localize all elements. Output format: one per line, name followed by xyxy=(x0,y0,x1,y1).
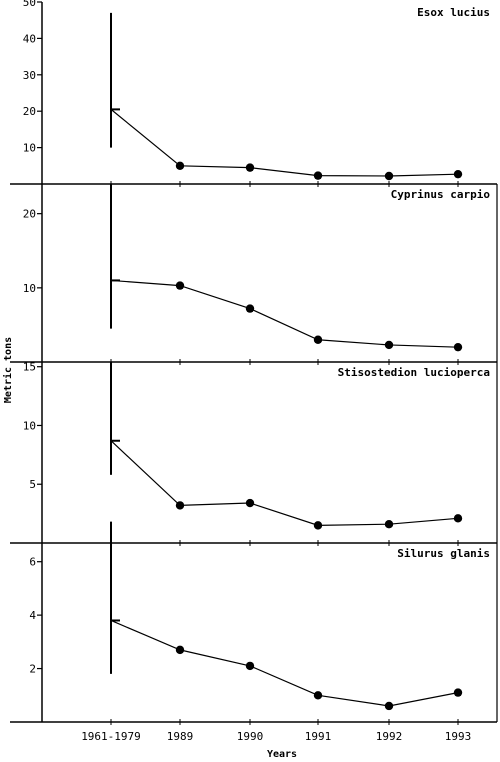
y-tick-label: 10 xyxy=(23,282,36,295)
data-point-1991 xyxy=(313,521,323,530)
data-point-1991 xyxy=(313,171,323,180)
data-point-1989 xyxy=(175,645,185,655)
data-point-1993 xyxy=(453,688,463,697)
x-tick-label: 1989 xyxy=(167,730,194,743)
data-point-1991 xyxy=(313,691,323,700)
x-axis-title: Years xyxy=(267,749,297,760)
y-tick-label: 4 xyxy=(29,609,36,622)
y-tick-label: 2 xyxy=(29,663,36,676)
x-tick-label: 1993 xyxy=(445,730,472,743)
y-tick-label: 20 xyxy=(23,105,36,118)
data-point-1992 xyxy=(384,701,394,711)
data-point-1993 xyxy=(453,514,463,523)
series-line xyxy=(110,440,459,526)
data-point-1992 xyxy=(384,171,394,181)
data-point-1993 xyxy=(453,169,463,179)
x-tick-label: 1990 xyxy=(237,730,264,743)
panel-title: Cyprinus carpio xyxy=(391,188,491,201)
y-tick-label: 15 xyxy=(23,361,36,374)
panel-title: Silurus glanis xyxy=(397,547,490,560)
panel-title: Esox lucius xyxy=(417,6,490,19)
panel-3: 5 10 15 Stisostedion lucioperca xyxy=(10,361,497,546)
x-tick-label: 1992 xyxy=(376,730,403,743)
y-tick-label: 20 xyxy=(23,208,36,221)
panel-1: 10 20 30 40 50 Esox lucius xyxy=(10,0,497,187)
data-point-1991 xyxy=(313,335,323,344)
data-point-1993 xyxy=(453,342,463,352)
series-line xyxy=(110,108,459,177)
data-point-1989 xyxy=(175,281,185,290)
y-tick-label: 30 xyxy=(23,69,36,82)
data-point-1990 xyxy=(245,498,255,508)
y-tick-label: 10 xyxy=(23,419,36,432)
y-tick-label: 50 xyxy=(23,0,36,9)
x-tick-label: 1961-1979 xyxy=(81,730,141,743)
y-tick-label: 5 xyxy=(29,478,36,491)
y-tick-label: 40 xyxy=(23,32,36,45)
data-point-1989 xyxy=(175,501,185,510)
series-line xyxy=(110,619,459,707)
panel-title: Stisostedion lucioperca xyxy=(338,366,490,379)
y-tick-label: 10 xyxy=(23,142,36,155)
y-axis-title: Metric tons xyxy=(2,337,14,403)
data-point-1992 xyxy=(384,519,394,529)
y-tick-label: 6 xyxy=(29,556,36,569)
x-tick-label: 1991 xyxy=(305,730,332,743)
data-point-1990 xyxy=(245,304,255,313)
series-line xyxy=(110,279,459,348)
panels: 10 20 30 40 50 Esox lucius 10 20 Cyprinus carpio… xyxy=(10,0,497,725)
x-axis: 1961-1979 1989 1990 1991 1992 1993 xyxy=(81,184,498,743)
data-point-1992 xyxy=(384,340,394,350)
data-point-1990 xyxy=(245,163,255,172)
data-point-1990 xyxy=(245,661,255,671)
panel-4: 2 4 6 Silurus glanis xyxy=(10,521,497,725)
panel-2: 10 20 Cyprinus carpio xyxy=(10,184,497,365)
data-point-1989 xyxy=(175,161,185,170)
